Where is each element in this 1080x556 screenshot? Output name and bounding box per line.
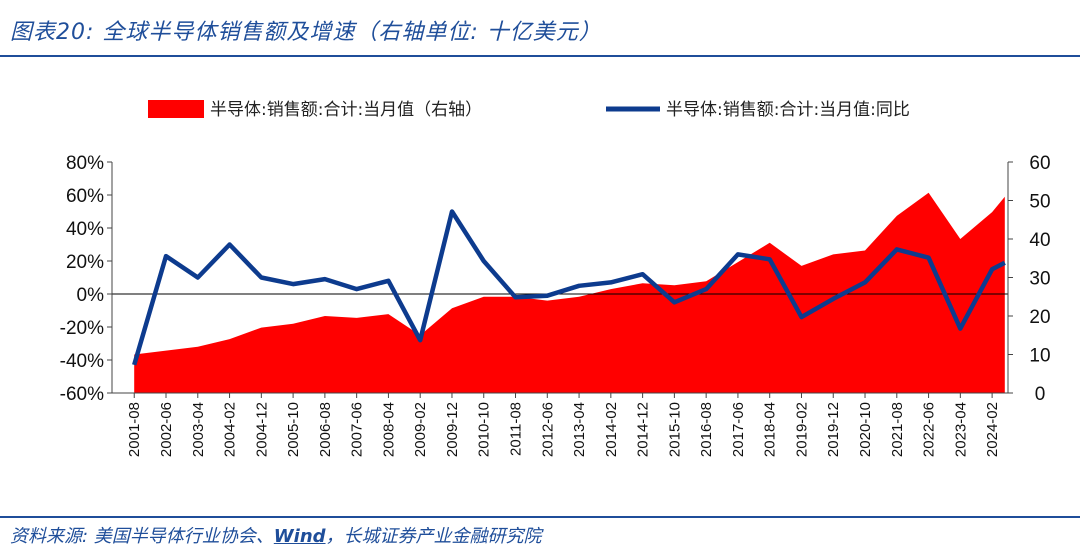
left-tick-label: 60% <box>66 186 104 207</box>
title-rule <box>0 55 1080 57</box>
source-prefix: 资料来源: 美国半导体行业协会、 <box>10 526 274 547</box>
source-note: 资料来源: 美国半导体行业协会、Wind，长城证券产业金融研究院 <box>10 522 542 548</box>
x-tick-label: 2024-02 <box>984 402 1001 457</box>
x-tick-label: 2013-04 <box>571 402 588 457</box>
x-tick-label: 2016-08 <box>698 402 715 457</box>
legend-area-swatch <box>148 100 204 118</box>
left-tick-label: -40% <box>60 351 104 372</box>
legend-area-label: 半导体:销售额:合计:当月值（右轴） <box>210 100 482 120</box>
x-tick-label: 2004-02 <box>222 402 239 457</box>
left-tick-label: 0% <box>77 285 105 306</box>
x-tick-label: 2008-04 <box>380 402 397 457</box>
right-tick-label: 0 <box>1035 384 1046 405</box>
left-tick-label: -60% <box>60 384 104 405</box>
x-tick-label: 2004-12 <box>253 402 270 457</box>
x-tick-label: 2019-12 <box>825 402 842 457</box>
x-tick-label: 2003-04 <box>190 402 207 457</box>
x-tick-label: 2017-06 <box>730 402 747 457</box>
sales-area-series <box>134 192 1005 393</box>
x-tick-label: 2002-06 <box>158 402 175 457</box>
x-tick-label: 2019-02 <box>794 402 811 457</box>
source-wind: Wind <box>273 526 326 547</box>
x-tick-label: 2009-02 <box>412 402 429 457</box>
x-tick-label: 2014-02 <box>603 402 620 457</box>
chart: 80% 60% 40% 20% 0% -20% -40% -60% 60 50 40 30 20 10 0 2… <box>60 100 1051 457</box>
left-tick-label: 20% <box>66 252 104 273</box>
x-tick-label: 2020-10 <box>857 402 874 457</box>
x-tick-label: 2009-12 <box>444 402 461 457</box>
left-tick-label: -20% <box>60 318 104 339</box>
x-tick-label: 2001-08 <box>126 402 143 457</box>
right-tick-label: 20 <box>1029 307 1050 328</box>
x-tick-label: 2010-10 <box>476 402 493 457</box>
x-tick-label: 2007-06 <box>349 402 366 457</box>
left-tick-label: 40% <box>66 219 104 240</box>
right-tick-label: 30 <box>1029 269 1050 290</box>
x-tick-label: 2018-04 <box>762 402 779 457</box>
x-tick-label: 2015-10 <box>666 402 683 457</box>
right-tick-label: 60 <box>1029 153 1050 174</box>
x-tick-label: 2005-10 <box>285 402 302 457</box>
x-tick-label: 2021-08 <box>889 402 906 457</box>
x-tick-label: 2022-06 <box>921 402 938 457</box>
legend-line-label: 半导体:销售额:合计:当月值:同比 <box>666 100 910 120</box>
right-tick-label: 50 <box>1029 192 1050 213</box>
x-tick-label: 2011-08 <box>508 402 525 456</box>
x-tick-label: 2023-04 <box>952 402 969 457</box>
left-tick-label: 80% <box>66 153 104 174</box>
yoy-line-series <box>132 209 1006 366</box>
right-tick-label: 40 <box>1029 230 1050 251</box>
x-tick-label: 2012-06 <box>539 402 556 457</box>
right-tick-label: 10 <box>1029 346 1050 367</box>
x-tick-label: 2014-12 <box>635 402 652 457</box>
chart-title: 图表20: 全球半导体销售额及增速（右轴单位: 十亿美元） <box>10 20 602 45</box>
source-rule <box>0 516 1080 518</box>
source-suffix: ，长城证券产业金融研究院 <box>325 526 542 547</box>
x-tick-label: 2006-08 <box>317 402 334 457</box>
